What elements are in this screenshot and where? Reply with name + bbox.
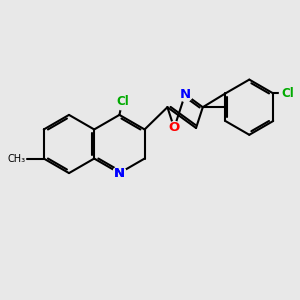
Text: N: N bbox=[179, 88, 191, 101]
Text: Cl: Cl bbox=[116, 95, 129, 108]
Text: CH₃: CH₃ bbox=[8, 154, 26, 164]
Text: Cl: Cl bbox=[282, 87, 295, 100]
Text: N: N bbox=[114, 167, 125, 180]
Text: O: O bbox=[169, 122, 180, 134]
Text: N: N bbox=[114, 167, 125, 180]
